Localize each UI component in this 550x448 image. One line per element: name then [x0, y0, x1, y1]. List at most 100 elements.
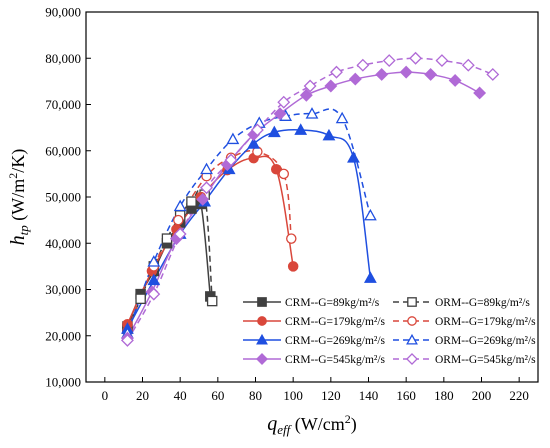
data-point-7-14	[486, 67, 500, 81]
legend-label-7: ORM--G=545kg/m²/s	[435, 354, 536, 366]
x-tick-label: 140	[359, 388, 379, 403]
series-line-5	[126, 108, 372, 334]
data-point-4-6	[267, 125, 281, 138]
x-tick-label: 220	[509, 388, 529, 403]
data-point-7-12	[435, 54, 449, 68]
y-tick-label: 20,000	[45, 328, 81, 343]
y-axis-title-close: /K)	[8, 149, 29, 173]
data-point-7-11	[409, 51, 423, 65]
data-point-5-8	[335, 111, 349, 124]
data-point-7-13	[461, 58, 475, 72]
data-point-1-5	[186, 196, 197, 207]
legend-label-0: CRM--G=89kg/m²/s	[285, 297, 380, 309]
data-point-7-0	[120, 333, 134, 347]
legend-marker-7	[406, 353, 418, 365]
ticks-layer: 0 20 40 60 80 100 120 140 160 180 200 220 10,000 20,0…	[45, 5, 529, 404]
data-point-6-9	[348, 72, 362, 86]
data-point-4-8	[322, 128, 336, 141]
x-tick-label: 40	[174, 388, 187, 403]
data-point-7-1	[147, 287, 161, 301]
y-tick-label: 60,000	[45, 143, 81, 158]
y-tick-label: 90,000	[45, 5, 81, 20]
data-point-7-2	[173, 227, 187, 241]
data-point-4-5	[247, 137, 261, 149]
x-tick-label: 180	[434, 388, 454, 403]
plot-frame	[85, 11, 539, 383]
data-point-2-6	[270, 163, 282, 175]
legend-label-1: ORM--G=89kg/m²/s	[435, 297, 530, 309]
y-axis-title-sup: 2	[6, 173, 20, 179]
x-tick-label: 60	[211, 388, 224, 403]
data-point-6-6	[273, 107, 287, 121]
data-point-7-6	[277, 95, 291, 109]
data-point-5-3	[200, 162, 213, 175]
data-point-6-3	[196, 192, 210, 206]
x-axis-title-close: )	[351, 414, 357, 435]
data-point-5-9	[363, 208, 377, 221]
data-point-5-4	[226, 132, 240, 145]
data-point-6-13	[448, 74, 462, 87]
data-point-7-4	[224, 153, 238, 167]
data-point-6-12	[424, 67, 438, 81]
x-tick-label: 20	[136, 388, 149, 403]
data-point-7-7	[303, 79, 317, 93]
data-point-2-7	[287, 261, 299, 272]
data-point-1-7	[206, 295, 218, 307]
legend-marker-4	[256, 333, 268, 345]
y-axis-title-main: h	[7, 235, 29, 245]
legend-label-5: ORM--G=269kg/m²/s	[435, 335, 536, 347]
data-point-7-8	[330, 65, 343, 79]
legend-label-2: CRM--G=179kg/m²/s	[285, 316, 386, 328]
y-tick-label: 80,000	[45, 51, 81, 66]
x-tick-label: 0	[102, 388, 109, 403]
data-point-4-9	[347, 151, 360, 163]
legend-marker-5	[406, 333, 418, 345]
legend-marker-3	[407, 316, 417, 326]
data-point-7-9	[356, 58, 370, 72]
x-axis-title-main: q	[267, 413, 277, 435]
x-axis-title-sup: 2	[345, 412, 351, 426]
data-point-5-1	[147, 255, 161, 267]
data-point-3-7	[286, 233, 297, 244]
data-point-6-11	[399, 65, 413, 79]
y-tick-label: 70,000	[45, 97, 81, 112]
y-axis-title-sub: tp	[16, 225, 31, 236]
legend-marker-0	[257, 297, 267, 307]
data-point-7-10	[382, 54, 396, 68]
data-point-7-3	[200, 181, 213, 195]
data-point-1-1	[135, 293, 146, 304]
y-tick-label: 50,000	[45, 190, 81, 205]
legend: CRM--G=89kg/m²/s ORM--G=89kg/m²/s CRM--G=1…	[243, 297, 536, 366]
x-axis-title-sub: eff	[277, 422, 292, 437]
data-point-4-7	[294, 123, 308, 135]
legend-label-4: CRM--G=269kg/m²/s	[285, 335, 386, 347]
x-tick-label: 120	[321, 388, 341, 403]
data-point-6-14	[473, 86, 487, 100]
x-tick-label: 100	[283, 388, 303, 403]
legend-label-3: ORM--G=179kg/m²/s	[435, 316, 536, 328]
x-tick-label: 200	[472, 388, 492, 403]
x-axis-title-unit: (W/cm	[290, 414, 344, 435]
x-tick-label: 160	[396, 388, 416, 403]
data-point-4-1	[147, 273, 161, 286]
legend-label-6: CRM--G=545kg/m²/s	[285, 354, 386, 366]
data-point-3-6	[278, 168, 289, 180]
data-point-6-7	[299, 88, 313, 102]
data-point-7-5	[250, 123, 264, 137]
data-point-4-10	[363, 271, 377, 283]
data-point-6-8	[324, 79, 338, 93]
y-axis-title-unit: (W/m	[8, 179, 29, 226]
series-line-3	[126, 150, 293, 332]
legend-marker-6	[256, 353, 268, 365]
legend-marker-1	[407, 297, 417, 307]
data-point-6-10	[375, 67, 389, 81]
y-tick-label: 10,000	[45, 375, 81, 390]
x-tick-label: 80	[249, 388, 262, 403]
data-point-5-2	[173, 199, 187, 212]
data-point-3-2	[173, 214, 184, 226]
data-point-5-7	[305, 107, 319, 119]
series-markers-layer	[120, 51, 500, 347]
legend-marker-2	[257, 316, 267, 326]
y-tick-label: 40,000	[45, 236, 81, 251]
